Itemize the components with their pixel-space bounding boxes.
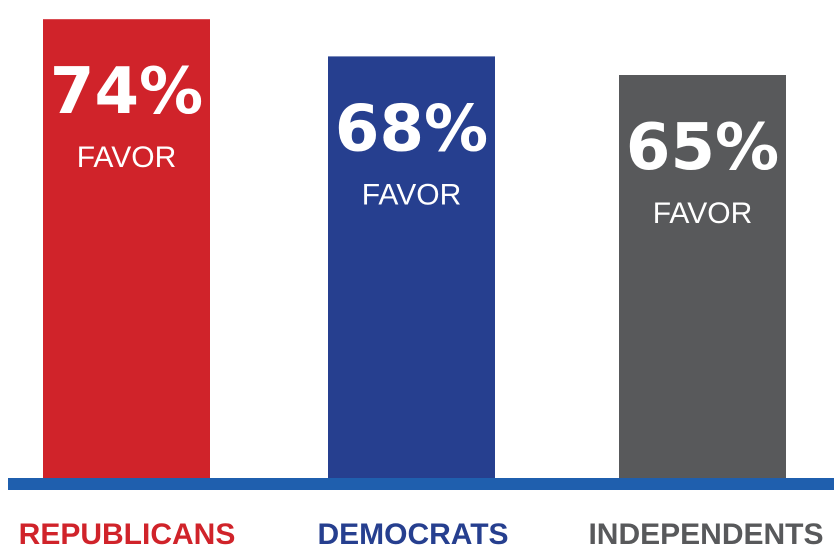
labels-layer: 74% FAVOR REPUBLICANS 68% FAVOR DEMOCRATS 65% F… <box>19 55 824 547</box>
bar-sublabel-democrats: FAVOR <box>362 178 461 211</box>
bar-sublabel-independents: FAVOR <box>653 197 752 230</box>
chart-baseline <box>8 478 834 490</box>
bar-democrats <box>328 56 495 479</box>
bar-independents <box>619 75 786 478</box>
bar-value-label-republicans: 74% <box>50 55 203 129</box>
bar-value-label-independents: 65% <box>626 111 779 185</box>
category-label-democrats: DEMOCRATS <box>317 518 508 547</box>
bar-republicans <box>43 19 210 478</box>
bar-value-label-democrats: 68% <box>335 92 488 166</box>
category-label-independents: INDEPENDENTS <box>588 518 823 547</box>
bar-sublabel-republicans: FAVOR <box>77 141 176 174</box>
category-label-republicans: REPUBLICANS <box>19 518 236 547</box>
bars-layer <box>43 19 786 479</box>
